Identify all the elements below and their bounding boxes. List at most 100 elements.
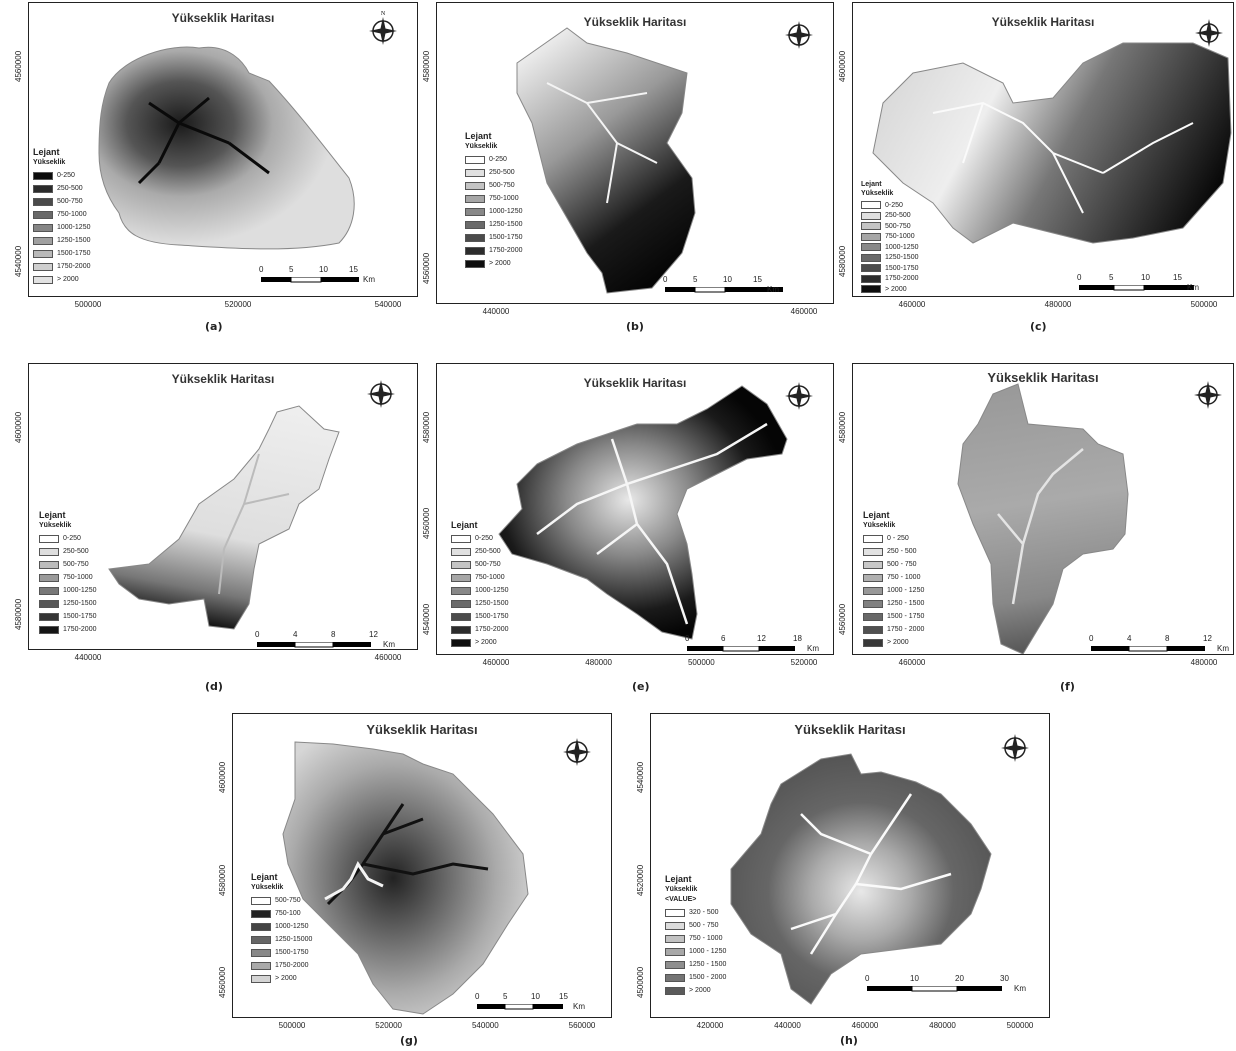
legend-item: 1250-15000	[251, 933, 312, 946]
elevation-map-g	[282, 741, 529, 1015]
legend-title: Lejant	[863, 510, 890, 520]
legend-c: Lejant Yükseklik 0-250 250-500 500-750 750-…	[861, 181, 918, 295]
scale-labels-h: 0 10 20 30 Km	[865, 974, 1027, 993]
legend-label: 250 - 500	[887, 548, 917, 555]
legend-swatch	[465, 220, 485, 229]
scale-label: 10	[1141, 273, 1150, 282]
y-tick-label: 4600000	[838, 50, 847, 82]
scale-bar-c	[1079, 285, 1209, 293]
scale-bar-d	[257, 642, 397, 649]
legend-swatch	[451, 586, 471, 595]
legend-label: 1000-1250	[275, 923, 309, 930]
compass-rose-icon-d	[367, 380, 395, 408]
scale-label: 0	[259, 265, 264, 274]
legend-item: 0-250	[39, 532, 96, 545]
legend-swatch	[451, 547, 471, 556]
legend-item: 1750-2000	[465, 244, 522, 257]
scale-label: 12	[369, 630, 378, 639]
x-tick-label: 460000	[898, 658, 926, 667]
legend-label: 750-1000	[489, 195, 519, 202]
legend-item: 1250-1500	[33, 234, 90, 247]
scale-label: 12	[1203, 634, 1212, 643]
legend-swatch	[451, 638, 471, 647]
scale-unit: Km	[1014, 984, 1026, 993]
legend-swatch	[861, 253, 881, 262]
x-tick-label: 460000	[374, 653, 402, 662]
scale-bar-g	[477, 1004, 587, 1012]
map-title-e: Yükseklik Haritası	[583, 376, 687, 390]
legend-item: 750 - 1000	[863, 571, 924, 584]
legend-swatch	[665, 973, 685, 982]
x-tick-label: 500000	[1190, 300, 1218, 309]
legend-swatch	[39, 612, 59, 621]
scale-labels-f: 0 4 8 12 Km	[1089, 634, 1231, 653]
legend-label: 1500-1750	[885, 264, 919, 272]
map-title-g: Yükseklik Haritası	[366, 722, 478, 737]
y-tick-label: 4560000	[422, 507, 431, 539]
legend-label: 1250-15000	[275, 936, 313, 943]
legend-label: 0-250	[885, 201, 903, 209]
elevation-map-c	[872, 42, 1232, 244]
compass-rose-icon-c	[1195, 19, 1223, 47]
legend-d: Lejant Yükseklik 0-250 250-500 500-750 750-…	[39, 510, 96, 636]
scale-label: 15	[1173, 273, 1182, 282]
scale-bar-b	[665, 287, 795, 295]
legend-swatch	[451, 573, 471, 582]
x-tick-label: 500000	[74, 300, 102, 309]
legend-swatch	[451, 612, 471, 621]
legend-label: 1750-2000	[489, 247, 523, 254]
map-title-b: Yükseklik Haritası	[583, 15, 687, 29]
x-tick-label: 500000	[278, 1021, 306, 1030]
legend-swatch	[861, 211, 881, 220]
map-frame-h: Yükseklik Haritası Lejant Yükseklik <VAL…	[650, 713, 1050, 1018]
scale-label: 5	[1109, 273, 1114, 282]
legend-label: 0-250	[489, 156, 507, 163]
legend-item: 500 - 750	[665, 919, 726, 932]
scale-labels-e: 0 6 12 18 Km	[685, 634, 833, 653]
map-title-d: Yükseklik Haritası	[171, 372, 275, 386]
map-frame-g: Yükseklik Haritası Lejant Yükseklik 500-…	[232, 713, 612, 1018]
legend-item: 250-500	[451, 545, 508, 558]
legend-item: 1250-1500	[39, 597, 96, 610]
legend-item: > 2000	[861, 284, 918, 295]
legend-swatch	[39, 547, 59, 556]
x-tick-label: 460000	[898, 300, 926, 309]
legend-swatch	[39, 625, 59, 634]
scale-label: 8	[331, 630, 336, 639]
map-title-c: Yükseklik Haritası	[991, 15, 1095, 29]
caption-e: (e)	[632, 680, 650, 693]
scale-bar-f	[1091, 646, 1221, 654]
y-tick-label: 4500000	[636, 966, 645, 998]
legend-swatch	[465, 168, 485, 177]
legend-item: > 2000	[451, 636, 508, 649]
legend-label: 500 - 750	[887, 561, 917, 568]
y-tick-label: 4580000	[14, 598, 23, 630]
compass-rose-icon-a: N	[369, 11, 397, 45]
map-title-f: Yükseklik Haritası	[987, 370, 1099, 385]
legend-swatch	[665, 934, 685, 943]
legend-swatch	[33, 236, 53, 245]
legend-swatch	[465, 207, 485, 216]
legend-item: 250-500	[39, 545, 96, 558]
legend-label: 0 - 250	[887, 535, 909, 542]
caption-a: (a)	[205, 320, 223, 333]
legend-swatch	[863, 625, 883, 634]
x-tick-label: 480000	[929, 1021, 956, 1030]
legend-label: 1250 - 1500	[689, 961, 727, 968]
legend-swatch	[861, 201, 881, 210]
legend-swatch	[33, 197, 53, 206]
legend-items: 0 - 250 250 - 500 500 - 750 750 - 1000 1000 …	[863, 532, 924, 649]
legend-title: Lejant	[33, 147, 60, 157]
legend-swatch	[451, 625, 471, 634]
legend-subtitle: Yükseklik	[861, 190, 894, 197]
legend-label: 1250-1500	[63, 600, 97, 607]
elevation-map-d	[108, 405, 340, 630]
scale-label: 30	[1000, 974, 1009, 983]
x-tick-label: 500000	[687, 658, 715, 667]
legend-label: 320 - 500	[689, 909, 719, 916]
scale-unit: Km	[767, 285, 779, 294]
legend-item: 500-750	[251, 894, 312, 907]
legend-item: 1500-1750	[33, 247, 90, 260]
legend-subtitle: Yükseklik	[863, 522, 896, 529]
legend-title: Lejant	[861, 181, 882, 188]
